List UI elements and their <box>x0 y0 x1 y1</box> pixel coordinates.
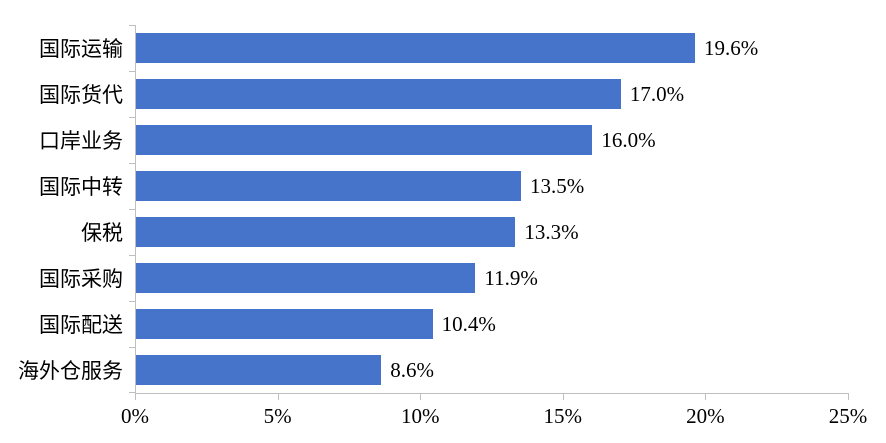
category-axis: 国际运输 国际货代 口岸业务 国际中转 保税 国际采购 国际配送 海外仓服务 <box>0 25 123 393</box>
x-axis-tick-label: 20% <box>686 404 725 428</box>
category-label: 国际运输 <box>39 37 123 61</box>
y-axis-tick <box>129 392 135 393</box>
bar-3 <box>136 125 593 155</box>
bar-5 <box>136 217 516 247</box>
x-axis-tick-label: 25% <box>828 404 868 428</box>
bar-row: 17.0% <box>136 71 849 117</box>
bar-row: 19.6% <box>136 25 849 71</box>
bar-row: 16.0% <box>136 117 849 163</box>
y-axis-tick <box>129 209 135 210</box>
bar-row: 10.4% <box>136 301 849 347</box>
x-axis-tick-label: 0% <box>121 404 149 428</box>
x-axis-tick-label: 15% <box>543 404 583 428</box>
value-label: 13.5% <box>530 173 585 198</box>
bar-1 <box>136 33 695 63</box>
x-axis-tick <box>135 394 136 400</box>
bar-row: 13.3% <box>136 209 849 255</box>
category-label: 国际采购 <box>39 267 123 291</box>
x-axis-tick-label: 10% <box>400 404 440 428</box>
y-axis-tick <box>129 25 135 26</box>
y-axis-tick <box>129 163 135 164</box>
bar-row: 11.9% <box>136 255 849 301</box>
y-axis-tick <box>129 255 135 256</box>
bar-row: 13.5% <box>136 163 849 209</box>
value-label: 11.9% <box>484 265 538 290</box>
value-label: 13.3% <box>524 219 579 244</box>
category-label: 海外仓服务 <box>18 359 123 383</box>
value-label: 19.6% <box>703 35 759 60</box>
x-axis-tick <box>420 394 422 400</box>
bar-7 <box>136 309 433 339</box>
y-axis-tick <box>129 71 135 72</box>
category-label: 国际货代 <box>39 83 123 107</box>
value-label: 8.6% <box>390 357 435 382</box>
category-label: 口岸业务 <box>39 129 123 153</box>
y-axis-tick <box>129 301 135 302</box>
bar-6 <box>136 263 476 293</box>
category-label: 保税 <box>81 221 123 245</box>
x-axis-tick <box>562 394 564 400</box>
category-label: 国际配送 <box>39 313 123 337</box>
category-label: 国际中转 <box>39 175 123 199</box>
x-axis-tick <box>277 394 279 400</box>
bar-4 <box>136 171 522 201</box>
value-label: 10.4% <box>441 311 496 336</box>
value-label: 17.0% <box>629 81 685 106</box>
y-axis-tick <box>129 347 135 348</box>
value-label: 16.0% <box>601 127 656 152</box>
plot-area: 19.6% 17.0% 16.0% 13.5% 13.3% 11.9% 10.4… <box>129 25 849 394</box>
x-axis-tick-label: 5% <box>263 404 292 428</box>
x-axis: 0% 5% 10% 15% 20% 25% <box>121 394 867 439</box>
x-axis-tick <box>848 394 849 400</box>
bar-2 <box>136 79 621 109</box>
bar-row: 8.6% <box>136 347 849 393</box>
y-axis-tick <box>129 117 135 118</box>
bar-8 <box>136 355 382 385</box>
x-axis-tick <box>705 394 707 400</box>
